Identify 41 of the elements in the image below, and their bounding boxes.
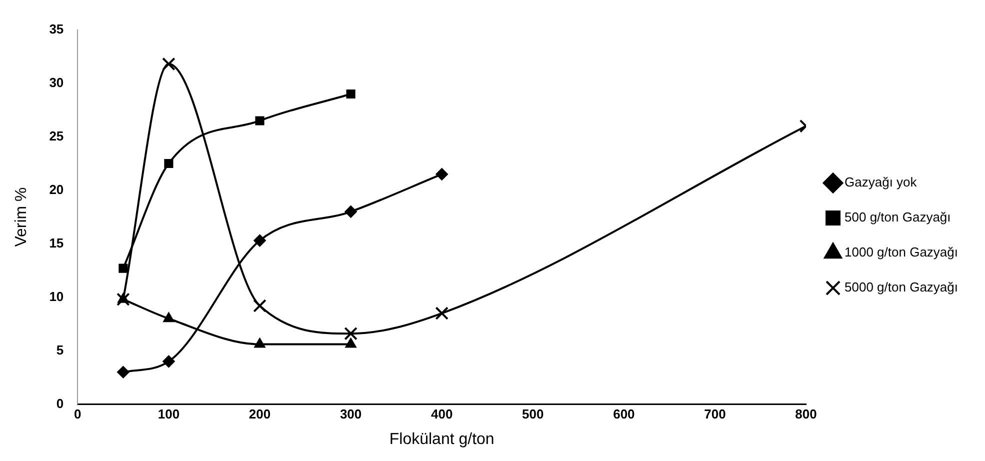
point (164, 158, 174, 168)
y-tick-label: 25 (49, 128, 64, 144)
y-tick-label: 0 (56, 396, 64, 411)
x-tick-label: 700 (704, 406, 726, 422)
point (255, 116, 264, 126)
x-tick-label: 0 (74, 406, 82, 422)
legend-label: 5000 g/ton Gazyağı (844, 280, 958, 295)
x-tick-label: 500 (522, 406, 544, 422)
point (254, 338, 266, 348)
point (346, 89, 356, 99)
point (118, 264, 128, 273)
point (118, 293, 129, 303)
point (344, 206, 357, 218)
point (162, 57, 176, 71)
point (435, 306, 448, 320)
x-tick-label: 300 (340, 406, 362, 422)
x-tick-label: 100 (158, 406, 180, 422)
legend-label: Gazyağı yok (844, 174, 918, 190)
point (117, 366, 130, 378)
point (345, 338, 356, 348)
x-tick-label: 800 (795, 406, 817, 422)
legend-label: 1000 g/ton Gazyağı (844, 244, 958, 260)
y-axis-title: Verim % (13, 187, 30, 247)
x-axis-title: Flokülant g/ton (389, 430, 494, 448)
point (436, 168, 448, 180)
point (116, 292, 130, 306)
y-tick-label: 15 (49, 235, 64, 250)
point (253, 299, 266, 312)
point (344, 326, 358, 340)
y-tick-label: 10 (49, 288, 64, 304)
y-tick-label: 20 (49, 182, 64, 197)
y-tick-label: 30 (49, 74, 64, 90)
legend-label: 500 g/ton Gazyağı (844, 210, 951, 225)
y-tick-label: 35 (49, 21, 64, 36)
x-tick-label: 200 (248, 406, 271, 422)
x-tick-label: 600 (613, 406, 635, 422)
point (163, 312, 174, 322)
point (162, 355, 175, 368)
y-tick-label: 5 (56, 342, 64, 358)
x-tick-label: 400 (430, 406, 453, 422)
point (254, 234, 266, 247)
